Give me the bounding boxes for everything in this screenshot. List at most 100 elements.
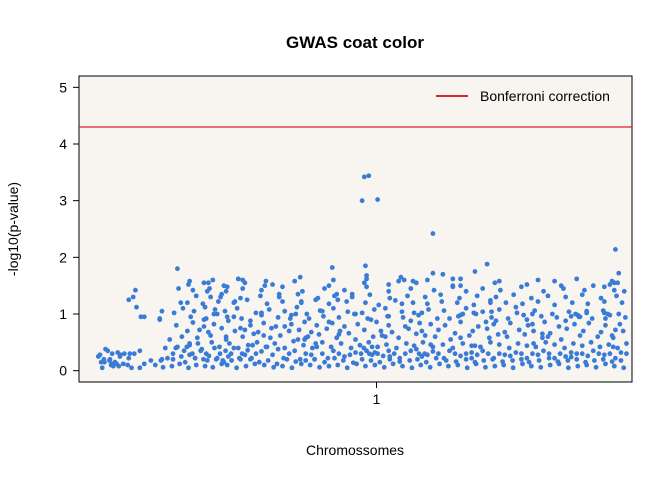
snp-point <box>458 283 463 289</box>
snp-point <box>201 317 207 323</box>
snp-point <box>524 282 530 287</box>
snp-point <box>263 278 269 284</box>
snp-point <box>617 321 623 327</box>
snp-point <box>377 359 383 365</box>
snp-point <box>424 352 430 358</box>
snp-point <box>442 322 448 328</box>
snp-point <box>590 283 596 289</box>
snp-point <box>229 358 235 363</box>
snp-point <box>386 288 392 294</box>
snp-point <box>386 313 392 319</box>
snp-point <box>121 351 127 357</box>
snp-point <box>519 284 524 290</box>
snp-point <box>488 339 493 345</box>
snp-point <box>192 355 198 361</box>
snp-point <box>217 344 222 350</box>
snp-point <box>566 309 572 315</box>
snp-point <box>397 359 403 364</box>
snp-point <box>607 351 613 357</box>
snp-point <box>284 356 290 362</box>
snp-point <box>387 354 393 359</box>
snp-point <box>503 300 509 306</box>
snp-point <box>528 363 534 369</box>
snp-point <box>552 302 557 308</box>
snp-point <box>493 318 499 324</box>
snp-point <box>345 309 351 315</box>
snp-point <box>546 355 552 361</box>
snp-point <box>525 322 531 328</box>
snp-point <box>334 335 340 341</box>
snp-point <box>367 292 373 298</box>
snp-point <box>575 363 581 369</box>
snp-point <box>621 288 627 294</box>
snp-point <box>535 277 541 283</box>
snp-point <box>439 299 445 304</box>
snp-point <box>261 320 267 326</box>
snp-point <box>443 358 449 363</box>
snp-point <box>563 294 569 300</box>
snp-point <box>375 351 381 357</box>
snp-point <box>522 332 528 337</box>
snp-point <box>171 310 177 316</box>
snp-point <box>286 351 292 357</box>
snp-point <box>568 313 574 319</box>
snp-point <box>470 328 476 334</box>
snp-point <box>558 337 564 342</box>
snp-point <box>463 351 469 357</box>
snp-point <box>298 361 304 367</box>
snp-point <box>471 310 477 316</box>
snp-point <box>114 361 120 367</box>
snp-point <box>452 330 458 336</box>
snp-point <box>221 359 227 365</box>
x-axis: 1 <box>373 382 381 407</box>
snp-point <box>287 316 293 321</box>
legend-label-bonferroni: Bonferroni correction <box>480 88 610 104</box>
snp-point <box>332 355 337 361</box>
snp-point <box>480 348 486 354</box>
snp-point <box>257 293 263 299</box>
snp-point <box>562 345 567 351</box>
snp-point <box>613 355 618 361</box>
snp-point <box>273 324 279 329</box>
snp-point <box>213 356 219 362</box>
snp-point <box>432 334 438 340</box>
snp-point <box>98 359 104 365</box>
snp-point <box>274 361 280 367</box>
snp-point <box>148 358 154 363</box>
snp-point <box>326 319 332 325</box>
snp-point <box>204 288 210 294</box>
y-tick-label: 2 <box>59 249 67 265</box>
snp-point <box>289 365 295 371</box>
snp-point <box>513 350 519 355</box>
snp-point <box>342 287 347 293</box>
snp-point <box>240 286 246 291</box>
snp-point <box>601 299 607 304</box>
snp-point <box>235 345 241 351</box>
snp-point <box>109 351 115 357</box>
snp-point <box>438 292 444 298</box>
snp-point <box>524 317 530 323</box>
snp-point <box>426 307 431 312</box>
snp-point <box>611 287 617 293</box>
snp-point <box>319 339 325 345</box>
snp-point <box>286 328 292 334</box>
snp-point <box>346 330 352 336</box>
snp-point <box>624 341 629 346</box>
snp-point <box>410 300 416 306</box>
snp-point <box>405 293 410 299</box>
snp-point <box>454 300 460 306</box>
snp-point <box>396 278 402 284</box>
snp-point <box>195 341 201 346</box>
snp-point <box>227 341 232 346</box>
snp-point <box>261 333 267 338</box>
snp-point <box>619 300 625 306</box>
snp-point <box>231 345 237 351</box>
snp-point <box>347 352 353 358</box>
snp-point <box>319 308 325 314</box>
snp-point <box>275 315 281 320</box>
snp-point <box>302 337 308 342</box>
snp-point <box>240 334 246 340</box>
snp-point <box>598 329 604 335</box>
snp-point <box>457 295 462 301</box>
